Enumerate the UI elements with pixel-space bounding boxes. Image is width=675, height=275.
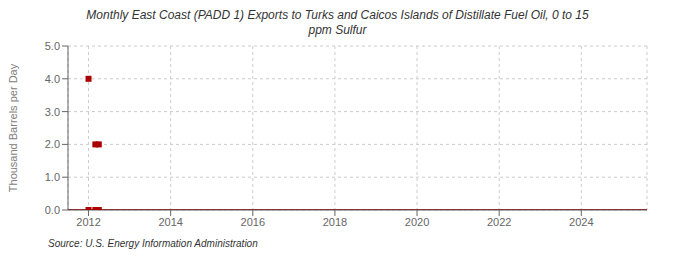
svg-text:Thousand Barrels per Day: Thousand Barrels per Day bbox=[8, 63, 19, 192]
svg-text:2016: 2016 bbox=[241, 216, 265, 228]
svg-text:2014: 2014 bbox=[158, 216, 182, 228]
svg-text:4.0: 4.0 bbox=[45, 73, 60, 85]
html-text:Source: U.S. Energy Informatio: Source: U.S. Energy Information Administ… bbox=[48, 238, 258, 249]
html-text:Monthly East Coast (PADD 1) Ex: Monthly East Coast (PADD 1) Exports to T… bbox=[86, 8, 589, 37]
svg-text:2022: 2022 bbox=[487, 216, 511, 228]
svg-text:2.0: 2.0 bbox=[45, 138, 60, 150]
svg-text:3.0: 3.0 bbox=[45, 106, 60, 118]
svg-text:2024: 2024 bbox=[569, 216, 593, 228]
svg-text:5.0: 5.0 bbox=[45, 40, 60, 52]
svg-text:2020: 2020 bbox=[405, 216, 429, 228]
svg-text:1.0: 1.0 bbox=[45, 171, 60, 183]
svg-text:2018: 2018 bbox=[323, 216, 347, 228]
svg-text:2012: 2012 bbox=[76, 216, 100, 228]
svg-text:0.0: 0.0 bbox=[45, 204, 60, 216]
